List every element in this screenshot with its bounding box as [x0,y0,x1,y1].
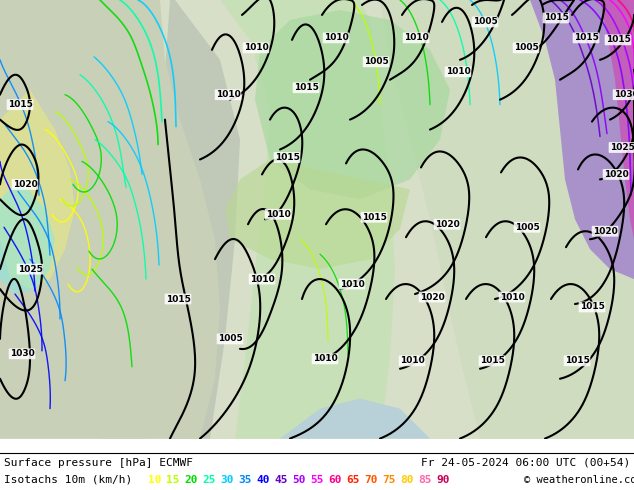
Text: 1015: 1015 [564,356,590,366]
Polygon shape [600,0,634,239]
Text: 30: 30 [220,475,233,485]
Text: 45: 45 [274,475,287,485]
Text: 1005: 1005 [364,57,389,66]
Polygon shape [150,0,240,439]
Polygon shape [0,179,55,294]
Text: 1010: 1010 [399,356,424,366]
Polygon shape [255,10,450,199]
Polygon shape [0,90,75,289]
Text: 80: 80 [400,475,413,485]
Text: © weatheronline.co.uk: © weatheronline.co.uk [524,475,634,485]
Polygon shape [90,0,175,439]
Text: 1030: 1030 [614,90,634,99]
Text: 1015: 1015 [543,13,569,23]
Text: 1010: 1010 [340,280,365,289]
Text: 1015: 1015 [605,35,630,45]
Text: 10: 10 [148,475,162,485]
Text: 1010: 1010 [500,293,524,301]
Text: 35: 35 [238,475,252,485]
Polygon shape [220,0,395,439]
Text: 1010: 1010 [446,67,470,76]
Text: 25: 25 [202,475,216,485]
Text: 1005: 1005 [515,223,540,232]
Text: 1015: 1015 [579,302,604,312]
Text: 40: 40 [256,475,269,485]
Text: 1020: 1020 [13,180,37,189]
Text: 75: 75 [382,475,396,485]
Text: 1010: 1010 [404,33,429,42]
Text: 1005: 1005 [472,18,498,26]
Polygon shape [530,0,634,279]
Text: 1025: 1025 [18,265,42,273]
Text: 20: 20 [184,475,198,485]
Text: 1010: 1010 [216,90,240,99]
Polygon shape [380,0,634,439]
Text: Isotachs 10m (km/h): Isotachs 10m (km/h) [4,475,133,485]
Text: 70: 70 [364,475,377,485]
Text: 1015: 1015 [294,83,318,92]
Text: 55: 55 [310,475,323,485]
Text: 1010: 1010 [323,33,348,42]
Text: 1010: 1010 [266,210,290,219]
Text: 1005: 1005 [217,334,242,343]
Text: 1025: 1025 [609,143,634,152]
Text: 1020: 1020 [604,170,628,179]
Text: 1015: 1015 [165,294,190,303]
Text: 1015: 1015 [574,33,598,42]
Text: 1015: 1015 [479,356,505,366]
Text: 1020: 1020 [593,227,618,236]
Polygon shape [225,159,410,269]
Text: 90: 90 [436,475,450,485]
Polygon shape [0,0,220,439]
Text: Surface pressure [hPa] ECMWF: Surface pressure [hPa] ECMWF [4,458,193,468]
Text: 1015: 1015 [8,100,32,109]
Text: 1015: 1015 [361,213,387,222]
Text: 1010: 1010 [243,43,268,52]
Text: Fr 24-05-2024 06:00 UTC (00+54): Fr 24-05-2024 06:00 UTC (00+54) [421,458,630,468]
Text: 60: 60 [328,475,342,485]
Text: 1030: 1030 [10,349,34,358]
Text: 1020: 1020 [435,220,460,229]
Text: 85: 85 [418,475,432,485]
Text: 15: 15 [166,475,179,485]
Text: 1010: 1010 [313,354,337,363]
Polygon shape [280,399,430,439]
Text: 1010: 1010 [250,274,275,284]
Text: 1020: 1020 [420,293,444,301]
Text: 50: 50 [292,475,306,485]
Text: 1015: 1015 [275,153,299,162]
Text: 1005: 1005 [514,43,538,52]
Text: 65: 65 [346,475,359,485]
